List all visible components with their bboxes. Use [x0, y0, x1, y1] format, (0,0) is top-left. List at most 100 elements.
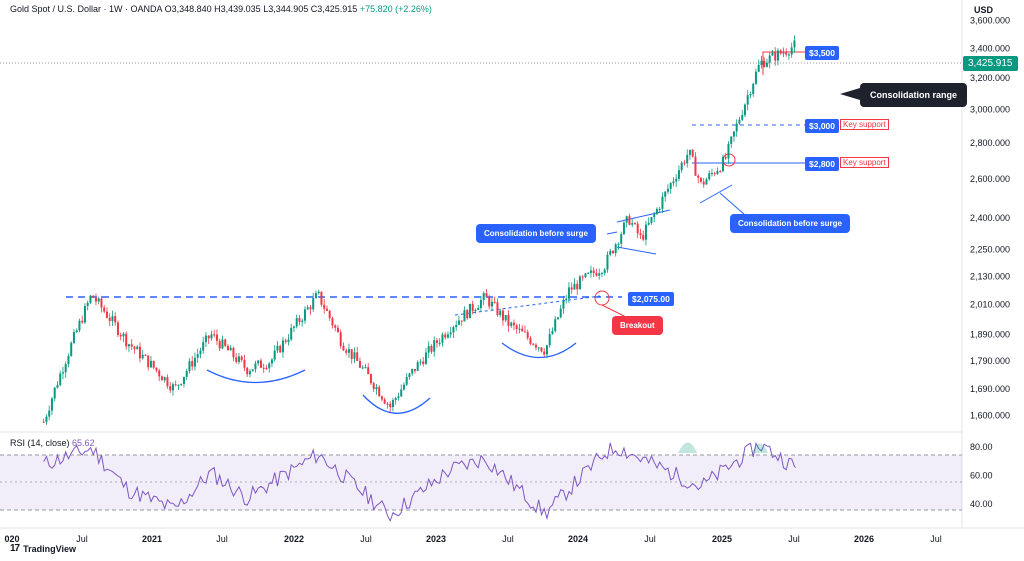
candle-body — [606, 254, 609, 270]
candle-body — [501, 310, 504, 321]
candle-body — [328, 310, 331, 319]
candle-body — [287, 339, 290, 342]
candle-body — [746, 95, 749, 105]
tradingview-logo[interactable]: 17 TradingView — [10, 543, 76, 554]
rsi-overbought-fill-2 — [752, 443, 768, 453]
price-tick-label: 3,600.000 — [970, 16, 1010, 26]
candle-body — [776, 50, 779, 61]
candle-body — [270, 359, 273, 364]
callout-pointer-1 — [606, 231, 618, 235]
candle-body — [782, 52, 785, 54]
candle-body — [763, 60, 766, 67]
candle-body — [727, 143, 730, 159]
candle-body — [658, 208, 661, 210]
breakout-pointer — [601, 304, 629, 319]
rsi-axis: 80.00 60.00 40.00 — [970, 442, 993, 509]
candle-body — [422, 361, 425, 365]
candle-body — [331, 318, 334, 326]
candle-body — [738, 119, 741, 124]
candle-body — [705, 179, 708, 185]
candle-body — [512, 322, 515, 326]
candle-body — [226, 345, 229, 351]
candle-body — [105, 311, 108, 318]
candle-body — [719, 171, 722, 173]
candle-body — [171, 384, 174, 391]
candle-body — [298, 318, 301, 322]
candle-body — [485, 293, 488, 297]
candle-body — [240, 356, 243, 361]
candle-body — [441, 334, 444, 343]
label-2800: $2,800 — [805, 157, 839, 171]
candle-body — [111, 316, 114, 321]
candle-body — [163, 377, 166, 381]
candle-body — [455, 324, 458, 328]
candle-body — [743, 104, 746, 116]
candle-body — [460, 320, 463, 322]
candle-body — [61, 372, 64, 374]
candle-body — [444, 334, 447, 338]
time-tick-label: 2026 — [854, 534, 874, 544]
candle-body — [603, 269, 606, 274]
rsi-tick-label: 60.00 — [970, 470, 993, 480]
candle-body — [691, 149, 694, 157]
candle-body — [589, 270, 592, 273]
candle-body — [320, 291, 323, 305]
callout-consolidation-2: Consolidation before surge — [730, 214, 851, 233]
time-tick-label: 2025 — [712, 534, 732, 544]
candle-body — [100, 298, 103, 308]
candle-body — [655, 208, 658, 215]
candle-body — [386, 403, 389, 405]
candle-body — [620, 234, 623, 244]
callout-pointer-2 — [719, 192, 746, 216]
candle-body — [119, 334, 122, 337]
candle-body — [474, 309, 477, 311]
candle-body — [301, 320, 304, 322]
rsi-legend[interactable]: RSI (14, close) 65.62 — [10, 438, 95, 448]
candle-body — [438, 342, 441, 344]
candle-body — [180, 383, 183, 385]
price-tick-label: 1,890.000 — [970, 330, 1010, 340]
candle-body — [185, 371, 188, 377]
tradingview-icon: 17 — [10, 543, 20, 554]
candle-body — [295, 318, 298, 327]
candle-body — [416, 362, 419, 371]
price-axis: 3,600.000 3,400.000 3,200.000 3,000.000 2,80… — [970, 16, 1010, 421]
candle-body — [452, 327, 455, 333]
candle-body — [237, 356, 240, 362]
candle-body — [779, 50, 782, 54]
candle-body — [771, 52, 774, 56]
candle-body — [136, 346, 139, 350]
candle-body — [276, 345, 279, 351]
candle-body — [741, 115, 744, 120]
candle-body — [587, 272, 590, 274]
candle-body — [595, 273, 598, 276]
candle-body — [221, 339, 224, 349]
candle-body — [548, 334, 551, 346]
candle-body — [463, 310, 466, 322]
candle-body — [177, 384, 180, 386]
candle-body — [375, 387, 378, 390]
candle-body — [672, 181, 675, 184]
candle-body — [116, 322, 119, 335]
candle-body — [768, 55, 771, 63]
candle-body — [653, 214, 656, 218]
candle-body — [515, 325, 518, 329]
candle-body — [94, 297, 97, 302]
rsi-line — [43, 441, 797, 523]
open-value: O3,348.840 — [164, 4, 212, 14]
candle-body — [565, 298, 568, 301]
candle-body — [774, 52, 777, 61]
candle-body — [70, 342, 73, 356]
candle-body — [342, 345, 345, 351]
candle-body — [699, 177, 702, 182]
label-3500: $3,500 — [805, 46, 839, 60]
candle-body — [510, 322, 513, 326]
currency-label[interactable]: USD — [974, 5, 994, 15]
candle-body — [518, 328, 521, 330]
candle-body — [523, 331, 526, 333]
callout-breakout: Breakout — [612, 316, 663, 335]
candle-body — [262, 367, 265, 369]
candle-body — [394, 398, 397, 400]
candle-body — [650, 217, 653, 223]
